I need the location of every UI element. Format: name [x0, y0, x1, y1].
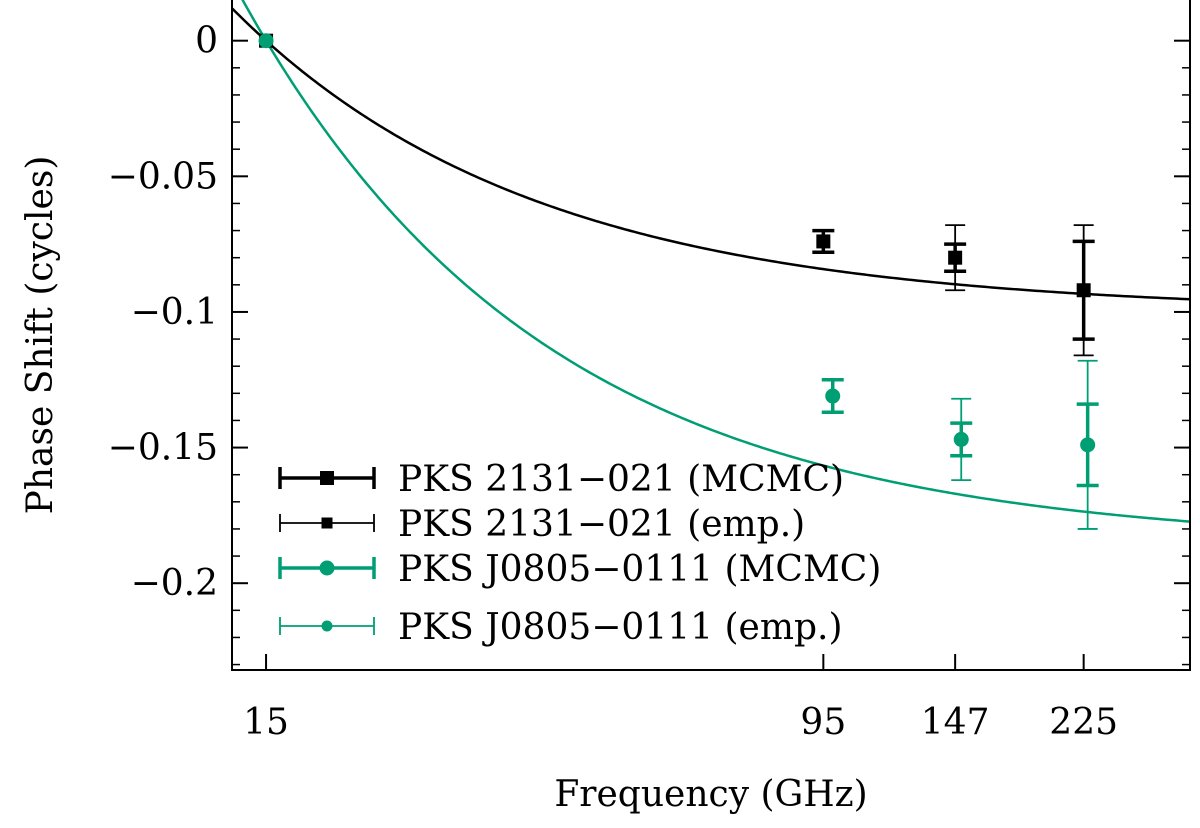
legend-marker: [321, 517, 333, 529]
data-point: [258, 33, 274, 49]
legend-label: PKS J0805−0111 (emp.): [398, 607, 843, 648]
legend-marker: [320, 471, 334, 485]
legend-marker: [321, 620, 333, 632]
y-tick-label: −0.1: [131, 292, 218, 333]
x-tick-label: 95: [800, 702, 846, 743]
x-tick-label: 15: [243, 702, 289, 743]
data-point: [816, 234, 831, 249]
fit-curve: [232, 7, 1190, 301]
y-tick-label: −0.15: [108, 428, 218, 469]
legend-marker: [319, 560, 335, 576]
x-axis-label: Frequency (GHz): [554, 774, 867, 815]
legend: PKS 2131−021 (MCMC)PKS 2131−021 (emp.)PK…: [278, 459, 881, 648]
x-tick-label: 147: [921, 702, 990, 743]
data-point: [825, 388, 841, 404]
y-tick-label: 0: [195, 21, 218, 62]
legend-label: PKS J0805−0111 (MCMC): [398, 549, 881, 590]
legend-label: PKS 2131−021 (emp.): [398, 504, 805, 545]
y-tick-label: −0.05: [108, 156, 218, 197]
fit-curve: [241, 0, 1190, 523]
legend-label: PKS 2131−021 (MCMC): [398, 459, 844, 500]
y-tick-label: −0.2: [131, 563, 218, 604]
plot-frame: [231, 0, 1191, 671]
x-tick-label: 225: [1049, 702, 1118, 743]
y-axis-label: Phase Shift (cycles): [20, 156, 61, 515]
